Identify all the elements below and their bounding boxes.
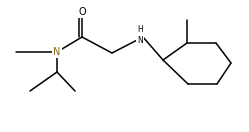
Text: N: N — [53, 47, 61, 57]
Text: H
N: H N — [137, 25, 143, 45]
Text: O: O — [78, 7, 86, 17]
